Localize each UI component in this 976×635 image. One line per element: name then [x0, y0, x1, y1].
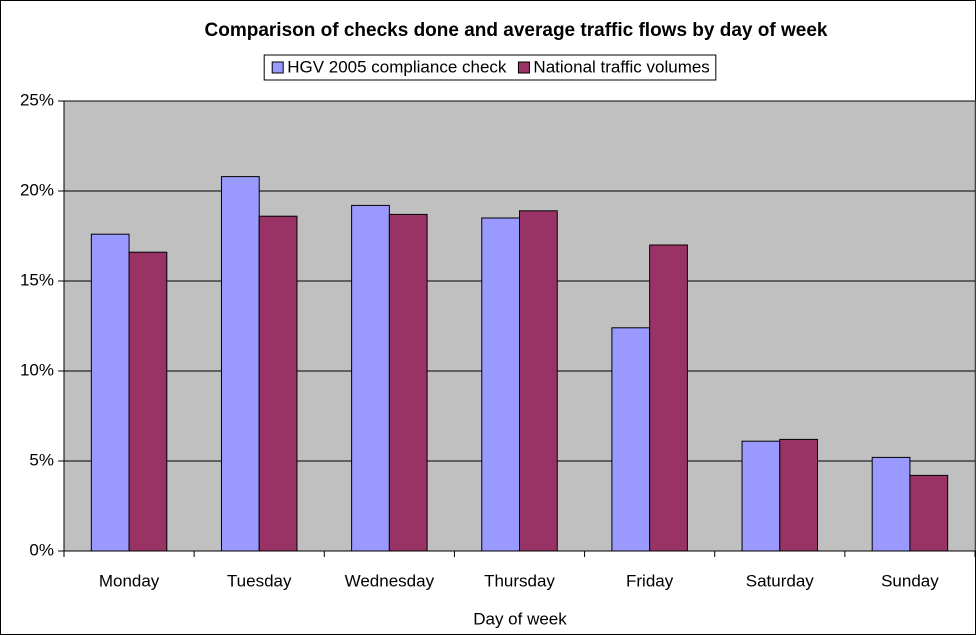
bar [128, 251, 168, 552]
chart-title: Comparison of checks done and average tr… [205, 20, 828, 41]
bar [90, 233, 130, 552]
bar [258, 215, 298, 552]
bar [611, 327, 651, 552]
bar [351, 204, 390, 552]
legend-box [263, 54, 717, 81]
x-tick-label: Friday [626, 571, 674, 590]
x-tick-label: Tuesday [227, 571, 292, 590]
bar [481, 217, 521, 552]
x-tick-label: Monday [99, 571, 160, 590]
bar [388, 213, 428, 552]
bar [779, 438, 819, 552]
y-tick-label: 10% [20, 360, 54, 379]
bar [871, 456, 911, 552]
y-tick-label: 20% [20, 180, 54, 199]
x-axis-label: Day of week [473, 609, 567, 628]
legend: HGV 2005 compliance check National traffi… [263, 54, 717, 81]
bar [741, 440, 781, 552]
x-tick-label: Sunday [881, 571, 939, 590]
x-tick-label: Saturday [746, 571, 815, 590]
y-tick-label: 25% [20, 90, 54, 109]
legend-label: HGV 2005 compliance check [287, 57, 507, 76]
x-tick-label: Wednesday [345, 571, 435, 590]
bar [649, 244, 688, 552]
y-tick-label: 5% [29, 450, 54, 469]
bar [909, 474, 949, 552]
legend-swatch [517, 61, 530, 74]
bar [519, 210, 558, 552]
bar [220, 176, 260, 552]
y-tick-label: 0% [29, 540, 54, 559]
y-tick-label: 15% [20, 270, 54, 289]
x-tick-label: Thursday [484, 571, 555, 590]
legend-label: National traffic volumes [533, 57, 709, 76]
legend-swatch [271, 61, 284, 74]
